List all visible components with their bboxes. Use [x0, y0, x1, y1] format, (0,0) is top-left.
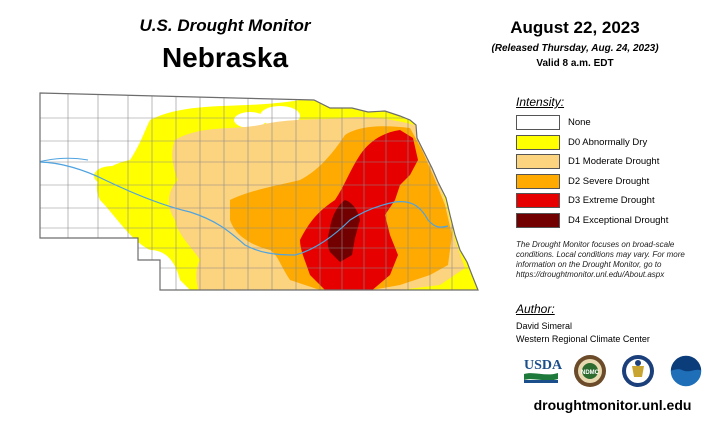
map-supertitle: U.S. Drought Monitor — [139, 16, 311, 35]
legend-label: D2 Severe Drought — [568, 175, 650, 187]
usda-logo: USDA — [524, 358, 563, 383]
legend-item-d1: D1 Moderate Drought — [516, 152, 668, 172]
partner-logos: USDA NDMC — [524, 354, 703, 388]
north-platte-branch — [40, 157, 89, 163]
state-border — [39, 92, 479, 291]
author-organization: Western Regional Climate Center — [516, 334, 650, 344]
d0-patch-west — [94, 166, 130, 186]
author-name: David Simeral — [516, 321, 573, 331]
legend-label: D0 Abnormally Dry — [568, 136, 648, 148]
legend-label: None — [568, 117, 591, 129]
swatch-d3 — [516, 193, 560, 209]
author-heading: Author: — [516, 302, 555, 316]
legend-title: Intensity: — [516, 95, 565, 109]
d4-region — [327, 200, 360, 262]
disclaimer-note: The Drought Monitor focuses on broad-sca… — [516, 240, 685, 279]
legend-item-none: None — [516, 113, 668, 133]
ndmc-logo: NDMC — [574, 355, 606, 387]
noaa-logo — [669, 354, 703, 388]
legend-item-d0: D0 Abnormally Dry — [516, 133, 668, 153]
map-date: August 22, 2023 — [510, 18, 640, 37]
valid-time: Valid 8 a.m. EDT — [536, 58, 614, 69]
swatch-d2 — [516, 173, 560, 189]
platte-river — [40, 161, 449, 256]
commerce-seal-icon — [622, 355, 654, 387]
legend-label: D3 Extreme Drought — [568, 195, 655, 207]
legend: None D0 Abnormally Dry D1 Moderate Droug… — [516, 113, 668, 230]
legend-label: D4 Exceptional Drought — [568, 214, 669, 226]
none-patch-3 — [234, 112, 266, 128]
legend-label: D1 Moderate Drought — [568, 156, 660, 168]
release-date: (Released Thursday, Aug. 24, 2023) — [491, 43, 659, 54]
county-lines — [40, 93, 478, 290]
swatch-d1 — [516, 154, 560, 170]
swatch-d0 — [516, 134, 560, 150]
usda-logo-text: USDA — [524, 358, 563, 373]
legend-item-d3: D3 Extreme Drought — [516, 191, 668, 211]
legend-item-d4: D4 Exceptional Drought — [516, 211, 668, 231]
swatch-d4 — [516, 212, 560, 228]
nebraska-drought-map — [39, 92, 479, 291]
ndmc-logo-text: NDMC — [581, 370, 600, 376]
website-link[interactable]: droughtmonitor.unl.edu — [533, 397, 692, 413]
legend-item-d2: D2 Severe Drought — [516, 172, 668, 192]
swatch-none — [516, 115, 560, 131]
state-title: Nebraska — [161, 42, 289, 73]
